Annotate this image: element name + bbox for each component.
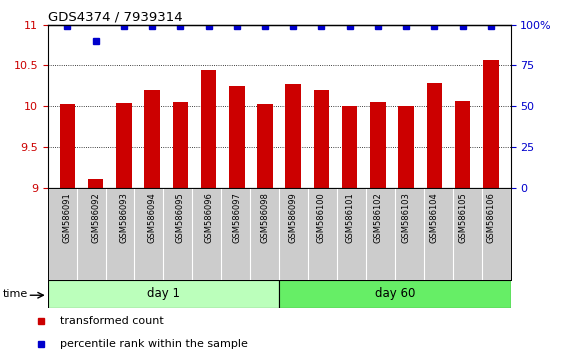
Bar <box>173 102 188 188</box>
Text: GSM586099: GSM586099 <box>289 192 298 243</box>
Text: GSM586102: GSM586102 <box>374 192 383 243</box>
Text: GSM586091: GSM586091 <box>63 192 72 243</box>
Bar <box>426 84 442 188</box>
Bar <box>48 280 279 308</box>
Bar <box>455 101 470 188</box>
Bar <box>342 106 357 188</box>
Bar <box>229 86 245 188</box>
Text: day 60: day 60 <box>375 287 415 300</box>
Text: GSM586095: GSM586095 <box>176 192 185 243</box>
Text: GDS4374 / 7939314: GDS4374 / 7939314 <box>48 10 182 23</box>
Text: GSM586103: GSM586103 <box>402 192 411 243</box>
Bar <box>279 280 511 308</box>
Bar <box>286 84 301 188</box>
Bar <box>483 60 499 188</box>
Text: transformed count: transformed count <box>60 316 164 326</box>
Bar <box>144 90 160 188</box>
Text: GSM586106: GSM586106 <box>486 192 495 243</box>
Text: day 1: day 1 <box>147 287 180 300</box>
Bar <box>59 104 75 188</box>
Bar <box>370 102 385 188</box>
Text: GSM586100: GSM586100 <box>317 192 326 243</box>
Text: GSM586105: GSM586105 <box>458 192 467 243</box>
Text: GSM586093: GSM586093 <box>119 192 128 243</box>
Bar <box>398 106 414 188</box>
Text: GSM586097: GSM586097 <box>232 192 241 243</box>
Text: percentile rank within the sample: percentile rank within the sample <box>60 339 248 349</box>
Text: GSM586104: GSM586104 <box>430 192 439 243</box>
Text: GSM586094: GSM586094 <box>148 192 157 243</box>
Bar <box>257 104 273 188</box>
Text: time: time <box>3 289 28 299</box>
Bar <box>314 90 329 188</box>
Text: GSM586092: GSM586092 <box>91 192 100 243</box>
Text: GSM586096: GSM586096 <box>204 192 213 243</box>
Text: GSM586101: GSM586101 <box>345 192 354 243</box>
Bar <box>201 70 217 188</box>
Bar <box>116 103 132 188</box>
Bar <box>88 179 103 188</box>
Text: GSM586098: GSM586098 <box>260 192 269 243</box>
